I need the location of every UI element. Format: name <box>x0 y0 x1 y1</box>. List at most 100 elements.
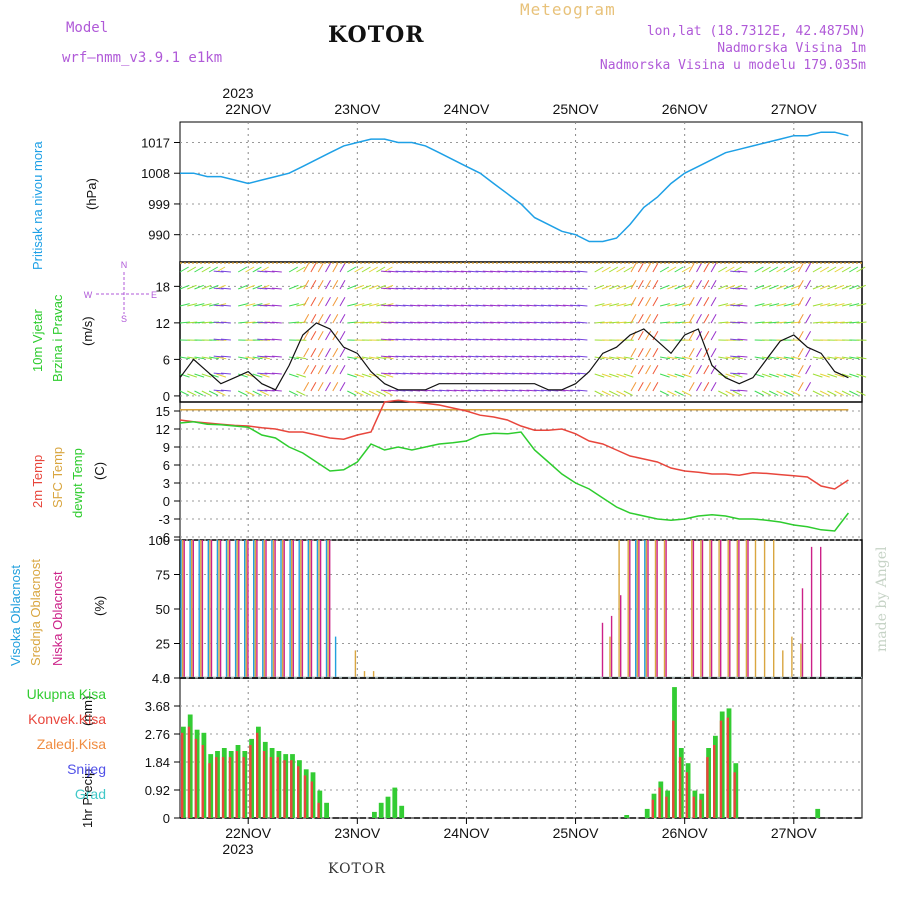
wind-barb <box>737 270 748 273</box>
wind-barb <box>264 304 275 307</box>
wind-barb <box>805 263 812 273</box>
wind-barb <box>395 304 406 307</box>
wind-barb <box>410 287 421 290</box>
wind-barb <box>388 287 399 290</box>
clouds-ytick-label: 50 <box>156 602 170 617</box>
wind-barb <box>271 372 282 375</box>
precip-convective-bar <box>242 757 245 818</box>
wind-barb <box>380 355 392 358</box>
wind-barb <box>548 338 559 341</box>
compass-south: S <box>121 314 127 324</box>
wind-barb <box>856 373 867 378</box>
wind-barb <box>201 284 212 290</box>
precip-ytick-label: 0 <box>163 811 170 826</box>
wind-barb <box>238 284 248 290</box>
wind-barb <box>577 372 588 375</box>
wind-barb <box>332 263 339 273</box>
wind-barb <box>289 321 300 324</box>
precip-convective-bar <box>733 772 736 818</box>
wind-barb <box>339 263 346 273</box>
wind-barb <box>761 303 772 307</box>
wind-barb <box>303 263 310 273</box>
wind-barb <box>841 266 851 273</box>
wind-barb <box>783 284 794 290</box>
wind-barb <box>417 304 428 307</box>
wind-barb <box>710 314 717 324</box>
wind-barb <box>201 266 211 273</box>
wind-barb <box>468 389 479 392</box>
wind-barb <box>769 373 779 378</box>
wind-barb <box>347 356 358 360</box>
wind-barb <box>737 355 748 358</box>
wind-barb <box>732 390 743 396</box>
wind-barb <box>257 287 268 290</box>
wind-barb <box>630 280 637 290</box>
wind-barb <box>652 280 659 290</box>
wind-barb <box>453 304 464 307</box>
wind-barb <box>347 266 357 273</box>
temperature-ytick-label: -6 <box>158 530 170 545</box>
wind-barb <box>696 365 702 375</box>
wind-barb <box>540 372 552 375</box>
wind-barb <box>402 270 413 273</box>
precip-convective-bar <box>290 760 293 818</box>
wind-barb <box>616 303 627 307</box>
wind-barb <box>533 321 544 324</box>
wind-barb <box>783 356 794 360</box>
wind-barb <box>187 373 197 378</box>
wind-barb <box>354 390 364 396</box>
wind-barb <box>526 355 537 358</box>
wind-barb <box>730 372 741 375</box>
wind-barb <box>776 266 786 273</box>
wind-barb <box>540 270 552 273</box>
wind-barb <box>718 321 729 324</box>
wind-barb <box>761 390 772 396</box>
wind-barb <box>805 314 812 324</box>
wind-barb <box>245 321 256 324</box>
wind-barb <box>623 356 634 360</box>
wind-barb <box>453 321 464 324</box>
wind-barb <box>216 373 227 378</box>
wind-barb <box>402 372 413 375</box>
wind-barb <box>424 321 435 324</box>
wind-barb <box>497 389 508 392</box>
wind-barb <box>519 321 530 324</box>
wind-barb <box>688 263 695 273</box>
wind-barb <box>310 297 317 307</box>
wind-barb <box>637 365 644 375</box>
wind-barb <box>834 303 845 307</box>
wind-barb <box>548 372 559 375</box>
wind-barb <box>325 348 331 358</box>
wind-barb <box>754 356 765 360</box>
wind-barb <box>475 321 486 324</box>
wind-barb <box>296 390 306 396</box>
precip-convective-bar <box>276 757 279 818</box>
wind-barb <box>264 338 275 341</box>
wind-barb <box>555 321 566 324</box>
precip-convective-bar <box>719 720 723 818</box>
precip-convective-bar <box>685 772 689 818</box>
wind-barb <box>623 266 633 273</box>
wind-barb <box>410 338 421 341</box>
wind-barb <box>376 266 386 273</box>
wind-panel <box>179 261 863 403</box>
wind-barb <box>703 348 710 358</box>
wind-barb <box>259 373 270 378</box>
wind-barb <box>812 266 822 273</box>
wind-barb <box>637 382 644 392</box>
wind-barb <box>252 284 263 290</box>
wind-barb <box>696 314 702 324</box>
precip-convective-bar <box>194 738 198 818</box>
temperature-ytick-label: -3 <box>158 512 170 527</box>
wind-barb <box>446 338 457 341</box>
precip-total-bar <box>392 787 398 818</box>
wind-barb <box>482 287 493 290</box>
wind-barb <box>797 365 804 375</box>
precip-total-bar <box>228 751 234 818</box>
wind-barb <box>570 304 581 307</box>
precip-convective-bar <box>235 751 238 818</box>
wind-barb <box>630 365 637 375</box>
wind-barb <box>667 321 678 324</box>
wind-barb <box>424 270 435 273</box>
